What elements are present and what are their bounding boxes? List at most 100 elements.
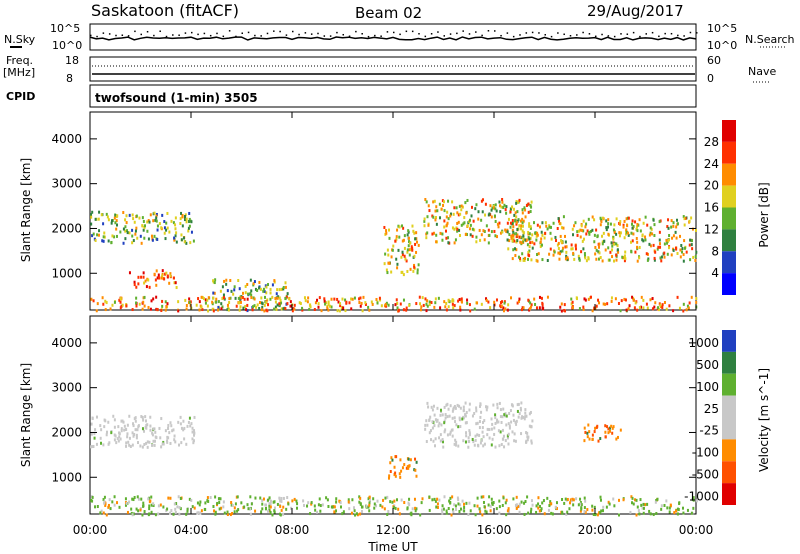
- power-echo: [517, 218, 520, 222]
- x-tick-label: 08:00: [275, 523, 310, 537]
- power-echo: [150, 234, 153, 238]
- power-echo: [498, 200, 501, 204]
- velocity-echo: [386, 495, 389, 499]
- power-echo: [581, 228, 584, 232]
- power-echo: [660, 255, 663, 259]
- velocity-echo: [140, 415, 143, 419]
- velocity-echo: [439, 439, 442, 443]
- velocity-echo: [118, 432, 121, 436]
- power-echo: [515, 248, 518, 252]
- power-echo: [499, 210, 502, 214]
- power-echo: [251, 308, 254, 312]
- velocity-echo: [399, 475, 402, 479]
- power-echo: [561, 246, 564, 250]
- velocity-echo: [485, 405, 488, 409]
- power-echo: [584, 225, 587, 229]
- velocity-echo: [250, 502, 253, 506]
- velocity-echo: [218, 497, 221, 501]
- velocity-echo: [335, 509, 338, 513]
- power-echo: [528, 232, 531, 236]
- velocity-echo: [393, 465, 396, 469]
- power-echo: [512, 230, 515, 234]
- power-echo: [661, 306, 664, 310]
- power-echo: [407, 230, 410, 234]
- power-echo: [591, 228, 594, 232]
- velocity-echo: [126, 423, 129, 427]
- velocity-echo: [178, 506, 181, 510]
- velocity-echo: [306, 504, 309, 508]
- velocity-echo: [169, 496, 172, 500]
- power-echo: [610, 296, 613, 300]
- power-echo: [524, 215, 527, 219]
- power-echo: [689, 238, 692, 242]
- power-echo: [458, 204, 461, 208]
- power-echo: [274, 305, 277, 309]
- power-echo: [456, 221, 459, 225]
- nsearch-point: [512, 35, 515, 38]
- power-echo: [434, 301, 437, 305]
- velocity-echo: [141, 445, 144, 449]
- power-echo: [530, 205, 533, 209]
- velocity-echo: [605, 505, 608, 509]
- power-echo: [519, 258, 522, 262]
- power-echo: [279, 298, 282, 302]
- power-echo: [515, 200, 518, 204]
- power-echo: [556, 227, 559, 231]
- velocity-echo: [434, 444, 437, 448]
- power-echo: [418, 295, 421, 299]
- power-echo: [528, 224, 531, 228]
- velocity-echo: [310, 502, 313, 506]
- nsearch-point: [184, 32, 187, 34]
- velocity-echo: [134, 419, 137, 423]
- velocity-echo: [133, 417, 136, 421]
- power-echo: [400, 270, 403, 274]
- power-echo: [96, 233, 99, 237]
- velocity-echo: [108, 441, 111, 445]
- velocity-echo: [478, 426, 481, 430]
- velocity-echo: [596, 513, 599, 517]
- nsearch-point: [121, 34, 124, 36]
- velocity-echo: [135, 507, 138, 511]
- velocity-echo: [296, 502, 299, 506]
- velocity-echo: [673, 511, 676, 515]
- power-echo: [672, 234, 675, 238]
- velocity-echo: [230, 501, 233, 505]
- nsearch-point: [595, 35, 597, 38]
- velocity-echo: [415, 474, 418, 478]
- power-echo: [119, 306, 122, 310]
- nsearch-point: [557, 32, 559, 34]
- velocity-echo: [424, 423, 427, 427]
- velocity-echo: [501, 437, 504, 441]
- power-echo: [385, 304, 388, 308]
- power-echo: [676, 251, 679, 255]
- velocity-echo: [415, 460, 418, 464]
- velocity-echo: [273, 506, 276, 510]
- power-colorbar-tick: 8: [711, 244, 719, 258]
- power-echo: [584, 298, 587, 302]
- velocity-echo: [531, 419, 534, 423]
- power-echo: [522, 235, 525, 239]
- power-echo: [689, 258, 692, 262]
- velocity-echo: [527, 511, 530, 515]
- velocity-echo: [269, 502, 272, 506]
- power-echo: [631, 295, 634, 299]
- velocity-echo: [113, 425, 116, 429]
- power-echo: [676, 218, 679, 222]
- power-echo: [401, 224, 404, 228]
- power-echo: [188, 211, 191, 215]
- power-echo: [221, 296, 224, 300]
- power-echo: [426, 231, 429, 235]
- power-echo: [494, 234, 497, 238]
- power-echo: [165, 271, 168, 275]
- power-echo: [503, 301, 506, 305]
- velocity-echo: [584, 499, 587, 503]
- power-echo: [513, 213, 516, 217]
- power-echo: [531, 246, 534, 250]
- power-echo: [624, 232, 627, 236]
- velocity-echo: [441, 511, 444, 515]
- velocity-echo: [523, 501, 526, 505]
- power-echo: [185, 304, 188, 308]
- velocity-echo: [186, 424, 189, 428]
- power-echo: [521, 240, 524, 244]
- velocity-echo: [475, 409, 478, 413]
